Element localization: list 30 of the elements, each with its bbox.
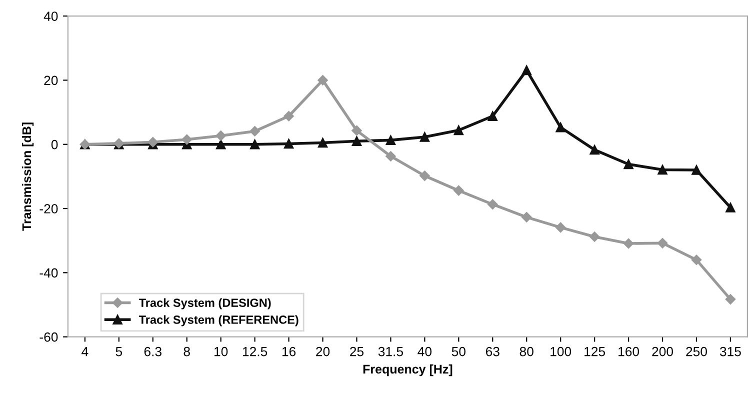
x-tick-label: 250 — [686, 346, 707, 356]
x-tick-label: 125 — [584, 346, 606, 356]
y-tick-label: -20 — [40, 204, 58, 214]
x-tick-label: 16 — [282, 346, 296, 356]
y-tick-label: 20 — [44, 76, 58, 86]
x-tick-label: 4 — [82, 347, 88, 356]
x-tick-label: 63 — [486, 346, 500, 356]
y-tick-label: 40 — [44, 12, 58, 21]
x-tick-label: 10 — [214, 346, 228, 356]
x-tick-label: 8 — [184, 346, 190, 356]
x-tick-label: 40 — [418, 346, 432, 356]
x-tick-label: 25 — [350, 346, 364, 356]
x-tick-label: 200 — [652, 346, 674, 356]
legend-label: Track System (DESIGN) — [138, 298, 271, 310]
x-tick-label: 5 — [116, 347, 122, 356]
x-tick-label: 20 — [316, 346, 330, 356]
x-tick-label: 31.5 — [378, 346, 403, 356]
x-axis-title: Frequency [Hz] — [363, 364, 452, 376]
x-tick-label: 160 — [618, 346, 640, 356]
y-axis-title: Transmission [dB] — [22, 122, 34, 231]
y-tick-label: -40 — [40, 268, 58, 278]
y-tick-label: 0 — [51, 140, 58, 150]
legend-label: Track System (REFERENCE) — [138, 315, 298, 326]
x-tick-label: 6.3 — [144, 346, 162, 356]
y-tick-label: -60 — [40, 332, 58, 342]
x-tick-label: 80 — [520, 346, 534, 356]
x-tick-label: 12.5 — [242, 346, 268, 356]
x-tick-label: 315 — [720, 346, 741, 356]
x-tick-label: 50 — [452, 346, 466, 356]
x-tick-label: 100 — [550, 346, 572, 356]
